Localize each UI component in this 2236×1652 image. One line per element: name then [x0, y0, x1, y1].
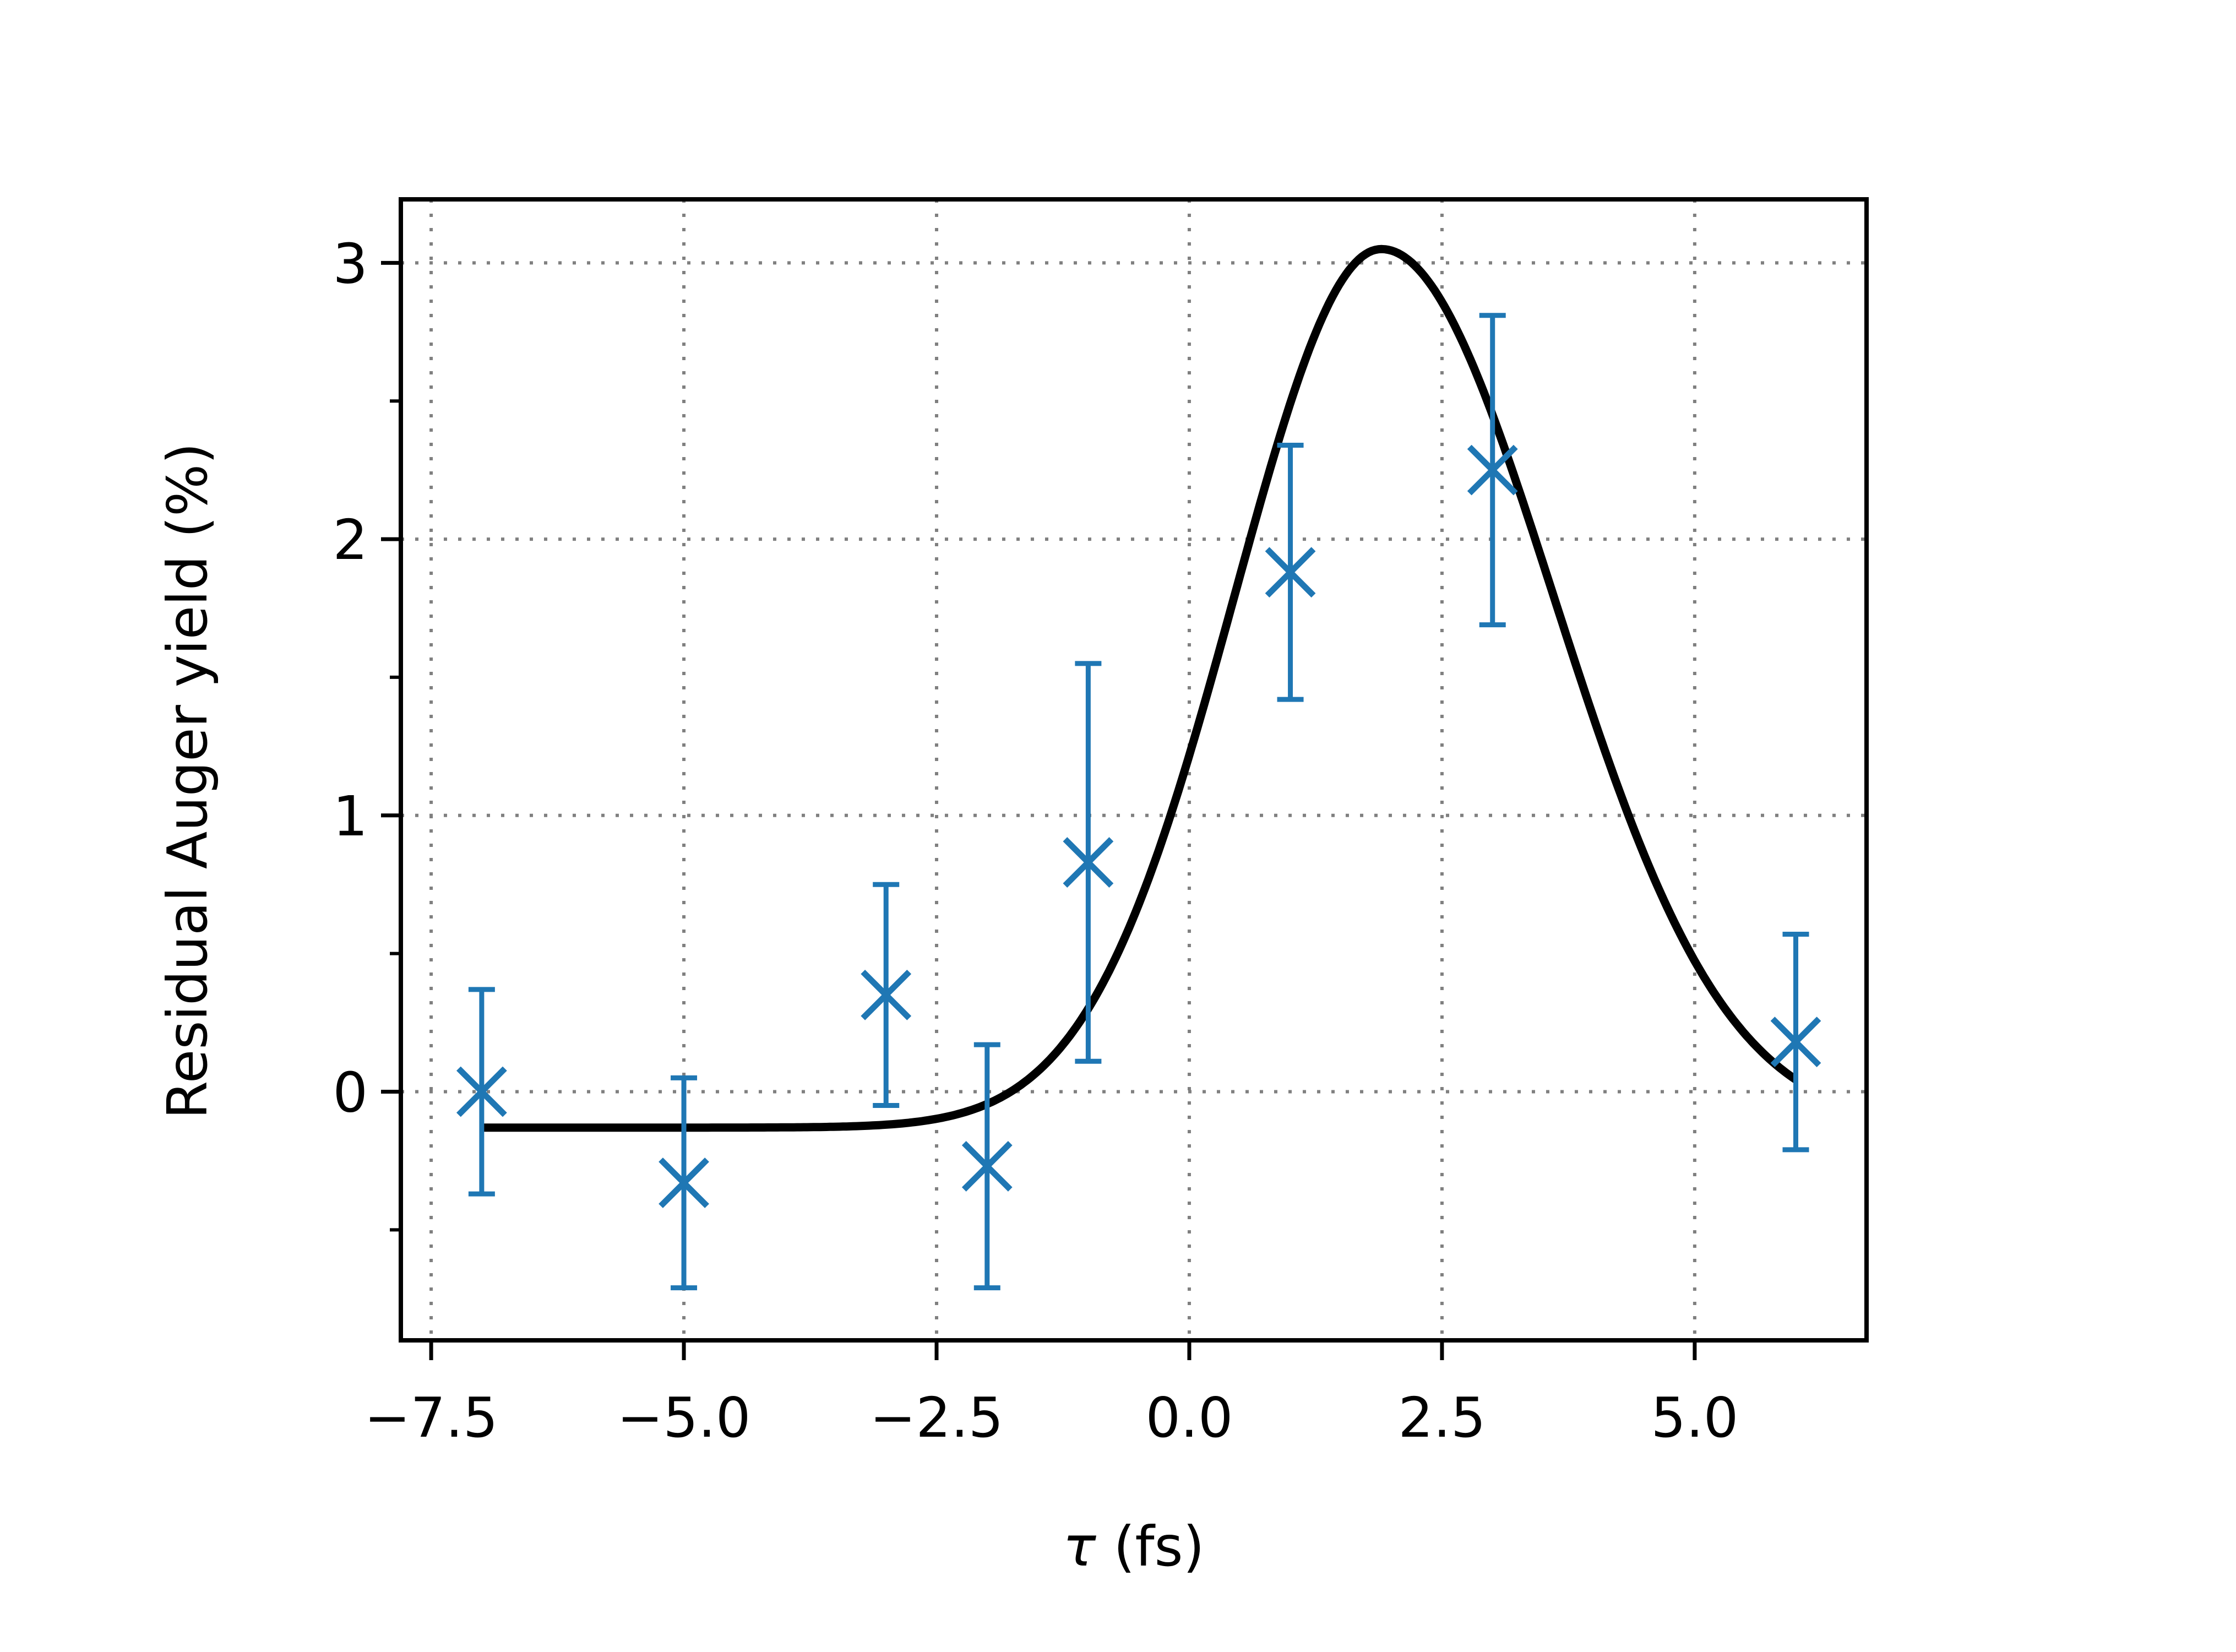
plot-frame	[399, 197, 1869, 1343]
fit-curve-layer	[481, 244, 1798, 1132]
data-point	[961, 1042, 1013, 1291]
x-marker-stroke	[1063, 837, 1114, 888]
x-marker-stroke	[1467, 444, 1518, 496]
y-tick-label: 1	[333, 784, 368, 849]
y-tick-label: 2	[333, 508, 368, 572]
data-points-layer	[456, 313, 1821, 1291]
x-marker-stroke	[961, 1141, 1013, 1192]
axis-ticks: −7.5 −5.0 −2.5 0.0 2.5 5.0 0 1 2 3	[333, 231, 1738, 1450]
x-axis-label: τ (fs)	[1063, 1514, 1204, 1579]
x-tick-label: −5.0	[617, 1385, 751, 1450]
x-tick-label: 2.5	[1398, 1385, 1486, 1450]
x-marker-stroke	[1770, 1017, 1821, 1068]
x-axis-label-unit: (fs)	[1096, 1514, 1205, 1579]
data-point	[1265, 443, 1316, 702]
grid	[401, 199, 1867, 1340]
data-point	[1467, 313, 1518, 628]
data-point	[659, 1075, 709, 1291]
data-point	[1063, 661, 1114, 1064]
y-tick-label: 3	[333, 231, 368, 296]
x-marker-stroke	[1265, 547, 1316, 598]
y-tick-label: 0	[333, 1060, 368, 1124]
fit-curve	[481, 244, 1798, 1132]
x-marker-stroke	[659, 1158, 709, 1208]
x-tick-label: −7.5	[364, 1385, 498, 1450]
data-point	[861, 882, 912, 1108]
x-tick-label: 5.0	[1651, 1385, 1738, 1450]
x-tick-label: 0.0	[1145, 1385, 1233, 1450]
y-axis-label: Residual Auger yield (%)	[155, 443, 220, 1119]
x-axis-label-symbol: τ	[1063, 1514, 1096, 1579]
data-point	[456, 987, 507, 1197]
x-marker-stroke	[456, 1066, 507, 1117]
data-point	[1770, 932, 1821, 1153]
x-tick-label: −2.5	[870, 1385, 1004, 1450]
x-marker-stroke	[861, 969, 912, 1020]
